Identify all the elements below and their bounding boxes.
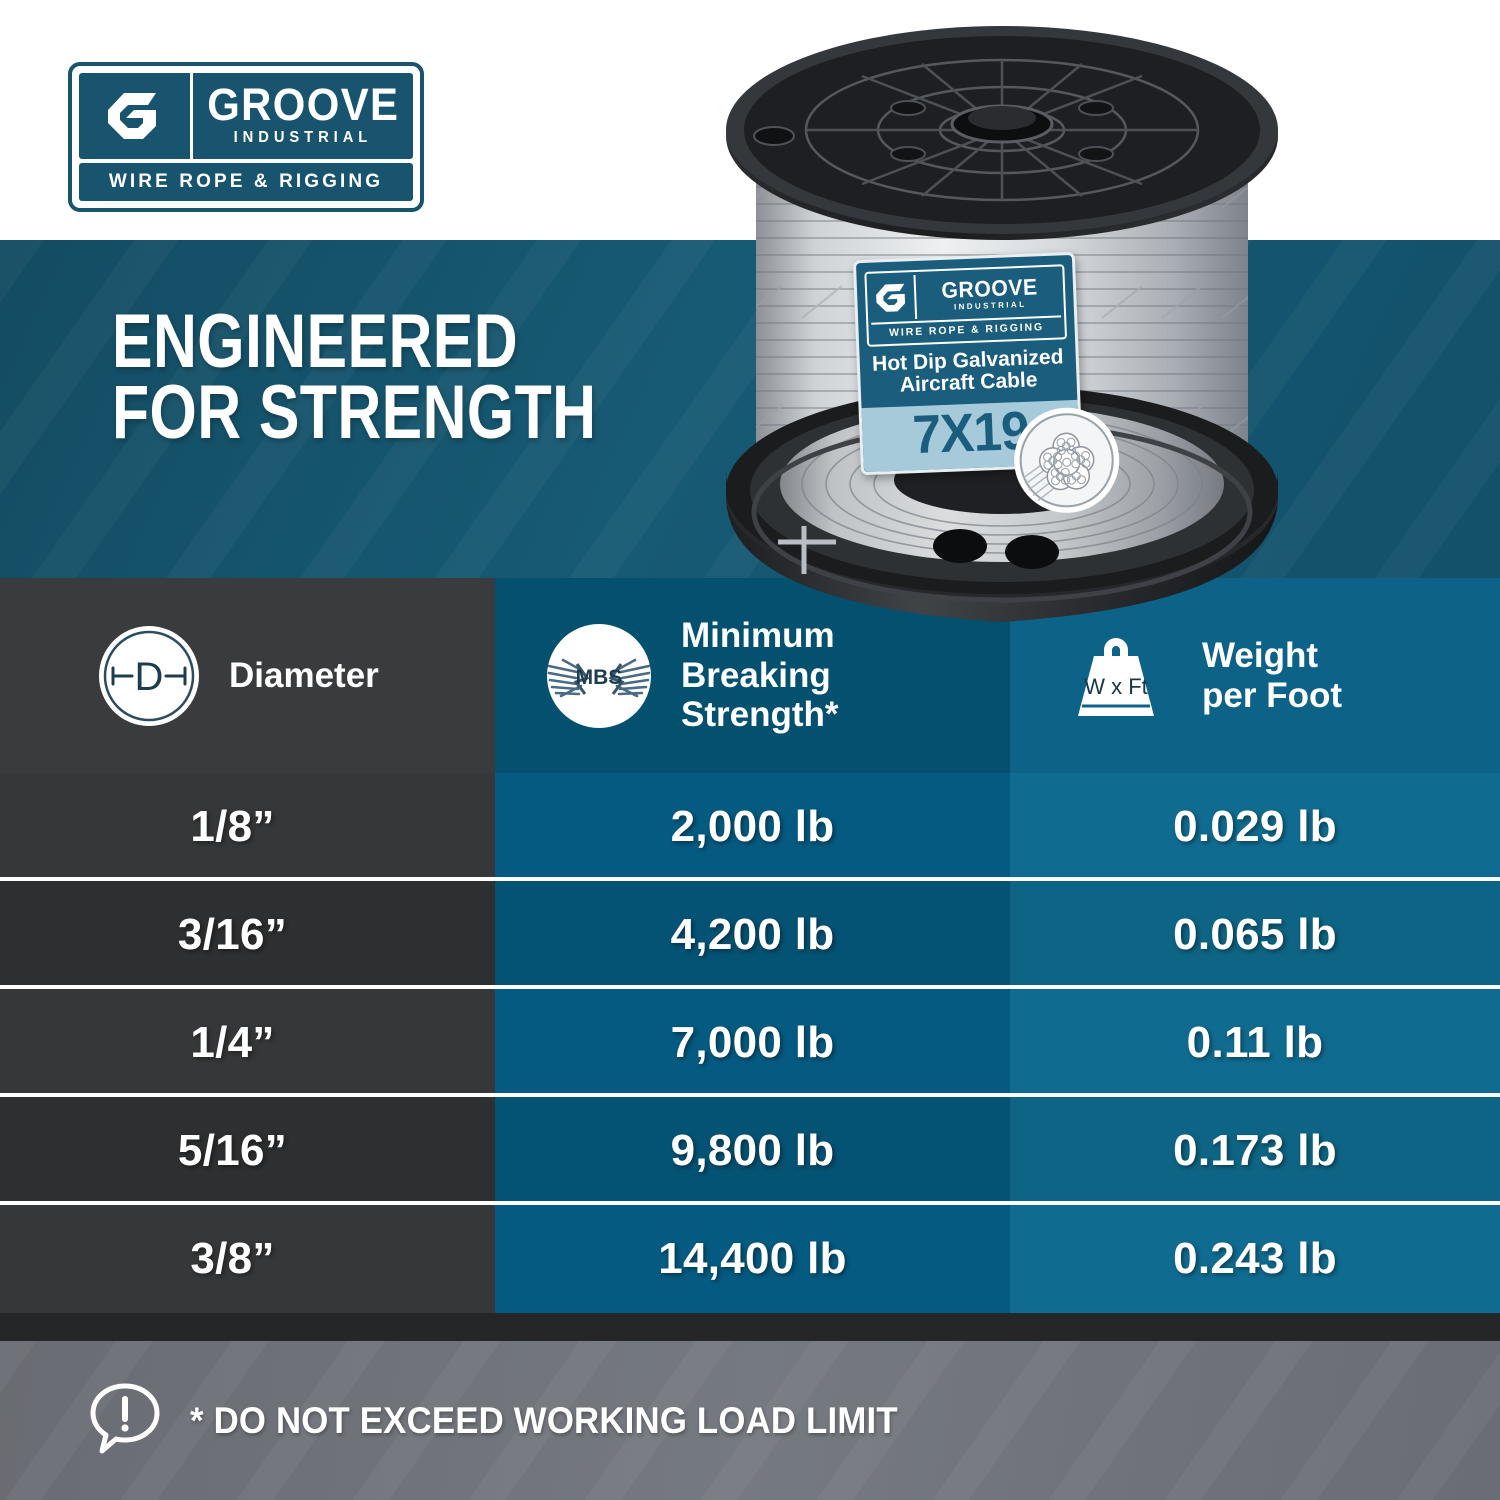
table-row: 5/16” 9,800 lb 0.173 lb — [0, 1097, 1500, 1205]
cell-weight: 0.11 lb — [1010, 989, 1500, 1097]
cell-diameter: 3/8” — [0, 1205, 495, 1313]
cell-diameter: 5/16” — [0, 1097, 495, 1205]
cell-weight: 0.065 lb — [1010, 881, 1500, 989]
cell-diameter: 1/4” — [0, 989, 495, 1097]
logo-brand-name: GROOVE — [206, 78, 400, 130]
product-label-logo: GROOVE INDUSTRIAL WIRE ROPE & RIGGING — [864, 264, 1068, 347]
logo-brand-sub: INDUSTRIAL — [233, 129, 373, 147]
row-separator — [0, 1093, 1500, 1097]
logo-tagline: WIRE ROPE & RIGGING — [79, 163, 413, 201]
cable-cross-section-icon — [1011, 404, 1123, 516]
row-separator — [0, 1201, 1500, 1205]
cell-value: 1/8” — [190, 802, 275, 851]
cell-value: 9,800 lb — [670, 1126, 835, 1175]
table-row: 3/8” 14,400 lb 0.243 lb — [0, 1205, 1500, 1313]
cell-mbs: 14,400 lb — [495, 1205, 1010, 1313]
product-label: GROOVE INDUSTRIAL WIRE ROPE & RIGGING Ho… — [852, 251, 1120, 532]
table-row: 3/16” 4,200 lb 0.065 lb — [0, 881, 1500, 989]
svg-text:MBS: MBS — [576, 666, 623, 689]
row-separator — [0, 985, 1500, 989]
table-row: 1/8” 2,000 lb 0.029 lb — [0, 773, 1500, 881]
column-header-label: Diameter — [229, 655, 379, 695]
exclamation-speech-bubble-icon — [86, 1379, 164, 1462]
product-image-spool: GROOVE INDUSTRIAL WIRE ROPE & RIGGING Ho… — [712, 18, 1292, 640]
cell-value: 0.243 lb — [1173, 1234, 1337, 1283]
cell-mbs: 4,200 lb — [495, 881, 1010, 989]
cell-value: 7,000 lb — [670, 1018, 835, 1067]
cell-weight: 0.029 lb — [1010, 773, 1500, 881]
cell-value: 3/8” — [190, 1234, 275, 1283]
cell-value: 0.173 lb — [1173, 1126, 1337, 1175]
table-row: 1/4” 7,000 lb 0.11 lb — [0, 989, 1500, 1097]
cell-value: 5/16” — [177, 1126, 288, 1175]
cell-value: 3/16” — [177, 910, 288, 959]
product-label-description: Hot Dip Galvanized Aircraft Cable — [871, 345, 1064, 398]
cell-diameter: 1/8” — [0, 773, 495, 881]
mbs-breaking-cable-icon: MBS — [543, 620, 655, 732]
cell-value: 0.065 lb — [1173, 910, 1337, 959]
brand-logo: GROOVE INDUSTRIAL WIRE ROPE & RIGGING — [68, 62, 424, 212]
groove-g-mark-icon — [869, 274, 918, 321]
cell-diameter: 3/16” — [0, 881, 495, 989]
row-separator — [0, 877, 1500, 881]
weight-block-icon: W x Ft — [1060, 620, 1172, 732]
footer-divider — [0, 1313, 1500, 1341]
cell-mbs: 7,000 lb — [495, 989, 1010, 1097]
product-label-brand: GROOVE — [940, 274, 1039, 303]
cell-value: 14,400 lb — [658, 1234, 847, 1283]
diameter-circle-icon: D — [95, 622, 203, 730]
specification-table: D Diameter — [0, 578, 1500, 1313]
groove-g-mark-icon — [79, 73, 193, 159]
cell-value: 4,200 lb — [670, 910, 835, 959]
table-header-row: D Diameter — [0, 578, 1500, 773]
cell-value: 2,000 lb — [670, 802, 835, 851]
svg-text:D: D — [135, 655, 164, 699]
cell-value: 0.029 lb — [1173, 802, 1337, 851]
column-header-diameter: D Diameter — [0, 578, 495, 773]
warning-text: * DO NOT EXCEED WORKING LOAD LIMIT — [190, 1399, 898, 1441]
cell-mbs: 9,800 lb — [495, 1097, 1010, 1205]
cell-mbs: 2,000 lb — [495, 773, 1010, 881]
footer-warning-bar: * DO NOT EXCEED WORKING LOAD LIMIT — [0, 1341, 1500, 1500]
cell-value: 0.11 lb — [1186, 1018, 1324, 1067]
column-header-label: Weight per Foot — [1202, 635, 1342, 715]
svg-text:W x Ft: W x Ft — [1084, 674, 1148, 699]
cell-weight: 0.173 lb — [1010, 1097, 1500, 1205]
cell-weight: 0.243 lb — [1010, 1205, 1500, 1313]
page-title: ENGINEERED FOR STRENGTH — [112, 299, 597, 456]
cell-value: 1/4” — [190, 1018, 275, 1067]
column-header-label: Minimum Breaking Strength* — [681, 615, 839, 735]
